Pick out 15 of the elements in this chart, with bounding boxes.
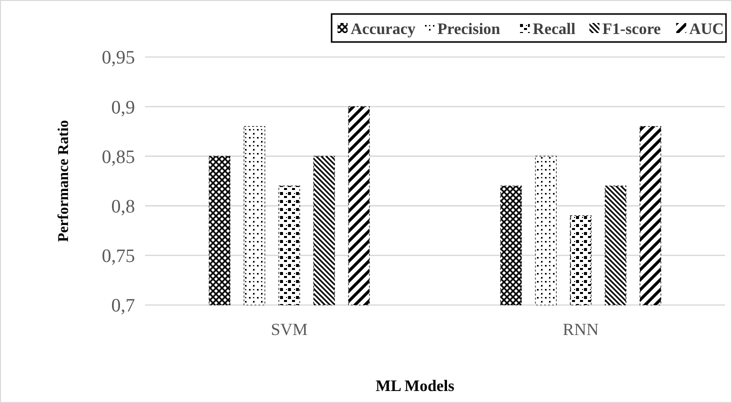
y-axis-title: Performance Ratio bbox=[56, 120, 72, 242]
legend-label: Recall bbox=[532, 21, 576, 38]
y-tick-label: 0,7 bbox=[111, 296, 135, 317]
y-tick-label: 0,75 bbox=[102, 246, 135, 268]
legend-label: Precision bbox=[437, 21, 500, 38]
y-tick-label: 0,95 bbox=[102, 48, 135, 69]
legend-label: Accuracy bbox=[350, 21, 416, 38]
legend-label: AUC bbox=[689, 21, 724, 38]
legend-label: F1-score bbox=[602, 21, 661, 38]
y-tick-label: 0,85 bbox=[102, 146, 135, 168]
y-tick-label: 0,9 bbox=[111, 97, 135, 118]
y-tick-label: 0,8 bbox=[111, 196, 135, 218]
x-tick-label: RNN bbox=[562, 320, 599, 339]
x-axis-title: ML Models bbox=[376, 378, 454, 395]
x-tick-label: SVM bbox=[270, 320, 308, 339]
